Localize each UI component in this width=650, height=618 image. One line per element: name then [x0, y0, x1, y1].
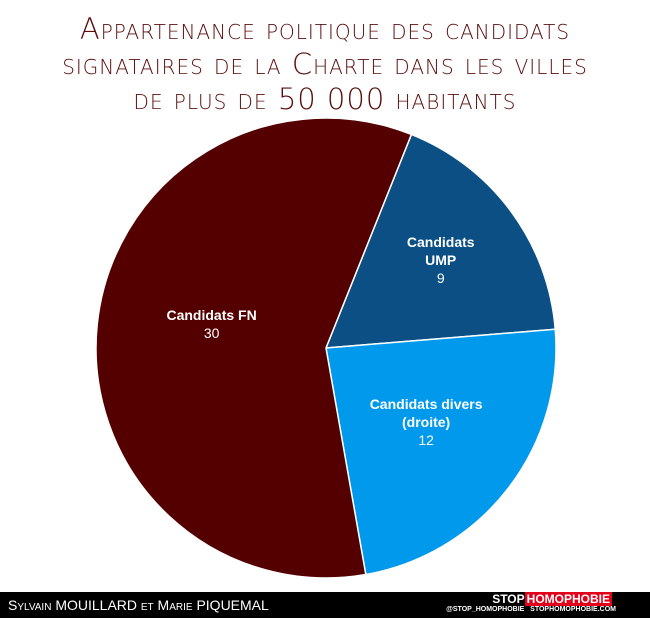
slice-label: Candidats FN 30 [112, 306, 312, 342]
pie-slice [325, 328, 557, 576]
logo: STOP HOMOPHOBIE [492, 592, 612, 606]
pie-slice [95, 117, 413, 579]
value-label: 9 [436, 270, 445, 287]
category-label: Candidats FN [166, 307, 257, 324]
logo-left: STOP [492, 592, 525, 606]
credit: Sylvain MOUILLARD et Marie PIQUEMAL [8, 597, 269, 613]
chart-title: Appartenance politique des candidats sig… [62, 12, 588, 116]
logo-right: HOMOPHOBIE [524, 592, 612, 606]
category-label: Candidats divers (droite) [369, 396, 483, 431]
logo-sub: @STOP_HOMOPHOBIE STOPHOMOPHOBIE.COM [446, 606, 616, 613]
value-label: 30 [203, 325, 220, 342]
slice-label: Candidats UMP 9 [396, 233, 486, 287]
footer: Sylvain MOUILLARD et Marie PIQUEMAL STOP… [0, 592, 650, 618]
handle: @STOP_HOMOPHOBIE [446, 606, 525, 613]
slice-label: Candidats divers (droite) 12 [366, 395, 486, 449]
value-label: 12 [418, 432, 434, 449]
site: STOPHOMOPHOBIE.COM [530, 606, 616, 613]
category-label: Candidats UMP [406, 234, 475, 269]
pie-slice [324, 133, 557, 349]
